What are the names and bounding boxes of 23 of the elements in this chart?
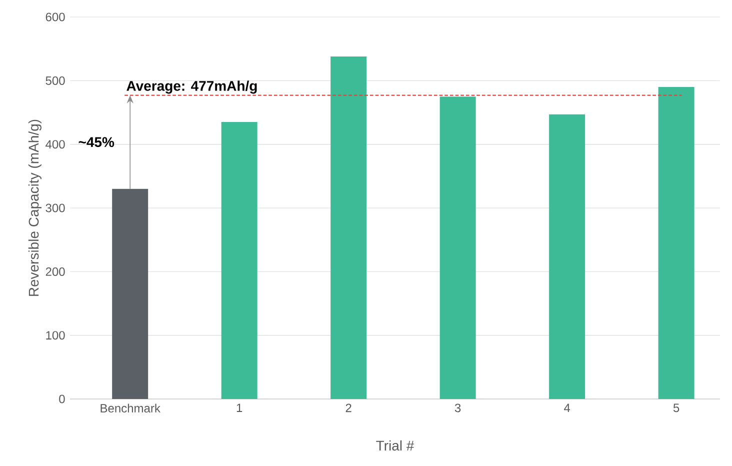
y-tick-label: 0 xyxy=(59,394,65,404)
x-tick-label: 3 xyxy=(454,404,461,412)
bar xyxy=(221,122,258,399)
x-tick-label: 1 xyxy=(236,404,242,412)
y-tick-label: 500 xyxy=(46,76,65,85)
bar xyxy=(440,96,476,399)
bar xyxy=(112,188,148,399)
y-tick-label: 300 xyxy=(46,204,65,212)
bar xyxy=(658,87,694,399)
y-tick-label: 400 xyxy=(46,140,65,149)
ref-line-label: Average: 477mAh/g xyxy=(126,80,257,94)
y-tick-label: 200 xyxy=(46,267,65,276)
x-tick-label: Benchmark xyxy=(100,404,160,413)
bar xyxy=(549,114,586,399)
annotation: ~45% xyxy=(78,137,114,148)
x-tick-label: 4 xyxy=(564,404,570,412)
x-tick-label: 5 xyxy=(673,404,680,412)
x-axis-title: Trial # xyxy=(376,440,414,451)
y-axis-title: Reversible Capacity (mAh/g) xyxy=(28,120,42,296)
y-tick-label: 600 xyxy=(46,12,65,22)
y-tick-label: 100 xyxy=(46,331,65,340)
x-tick-label: 2 xyxy=(346,404,352,412)
bar xyxy=(330,56,367,399)
